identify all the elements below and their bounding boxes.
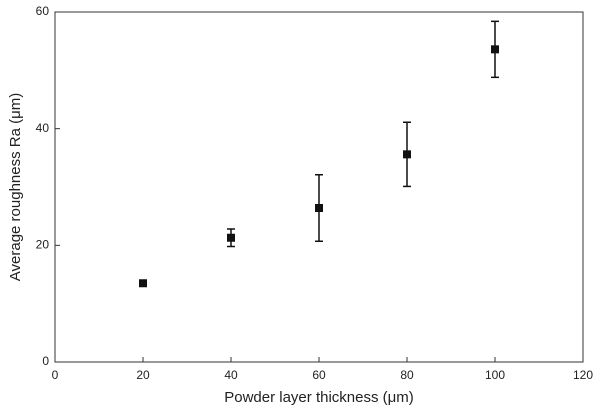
point [403, 150, 411, 159]
point [139, 279, 147, 288]
point [491, 45, 499, 54]
x-axis-title: Powder layer thickness (μm) [224, 389, 414, 406]
x-tick-label: 100 [485, 368, 505, 382]
y-axis-title: Average roughness Ra (μm) [7, 93, 24, 281]
x-tick-label: 60 [312, 368, 326, 382]
x-tick-label: 120 [573, 368, 593, 382]
y-tick-label: 20 [36, 238, 50, 252]
y-tick-label: 40 [36, 121, 50, 135]
y-tick-label: 0 [42, 354, 49, 368]
y-tick-label: 60 [36, 4, 50, 18]
x-tick-label: 80 [400, 368, 414, 382]
x-tick-label: 40 [224, 368, 238, 382]
point [227, 233, 235, 242]
x-tick-label: 0 [52, 368, 59, 382]
point [315, 204, 323, 212]
x-tick-label: 20 [136, 368, 150, 382]
